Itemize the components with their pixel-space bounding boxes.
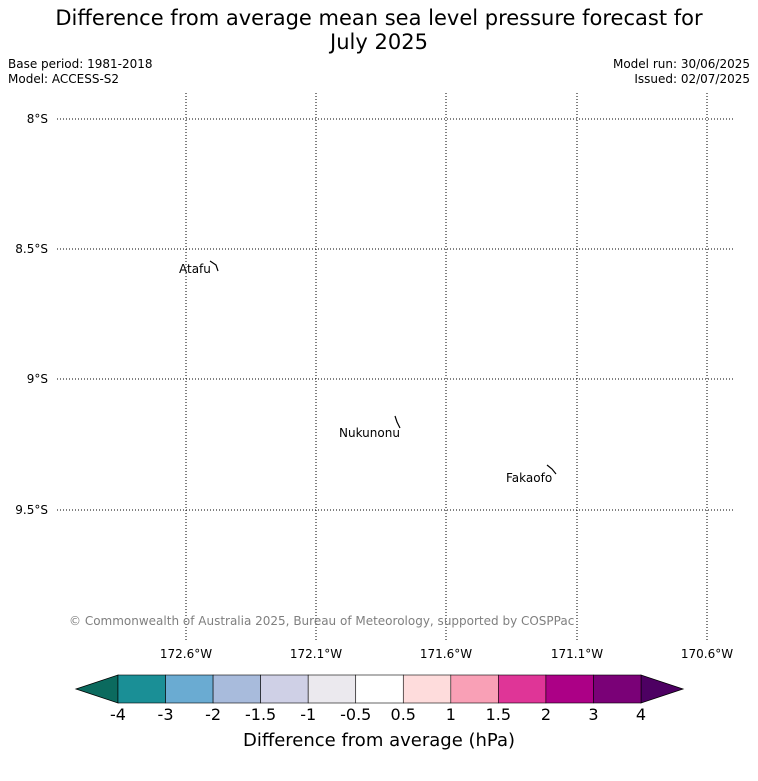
colorbar-segment: [307, 674, 357, 704]
lat-label-8s: 8°S: [26, 112, 48, 126]
colorbar-segment: [593, 674, 642, 704]
model-name: Model: ACCESS-S2: [8, 72, 120, 86]
colorbar-tick-label: 1: [445, 705, 456, 724]
colorbar-tick-label: 2: [540, 705, 551, 724]
colorbar-under-arrow: [74, 674, 119, 704]
colorbar-tick-label: -1: [300, 705, 317, 724]
model-run: Model run: 30/06/2025: [612, 57, 750, 71]
lat-label-9s: 9°S: [26, 372, 48, 386]
colorbar-segment: [450, 674, 499, 704]
colorbar-tick-label: 1.5: [485, 705, 512, 724]
colorbar-segment: [545, 674, 594, 704]
colorbar: [74, 674, 685, 704]
place-atafu: Atafu: [179, 262, 211, 276]
colorbar-segment: [165, 674, 214, 704]
atafu-coastline: [209, 260, 219, 272]
lon-label-170-6w: 170.6°W: [680, 647, 734, 661]
colorbar-tick-label: -1.5: [245, 705, 277, 724]
colorbar-segment: [212, 674, 261, 704]
place-fakaofo: Fakaofo: [506, 471, 553, 485]
fakaofo-coastline: [546, 464, 557, 475]
lon-label-171-6w: 171.6°W: [419, 647, 473, 661]
gridlines: [57, 93, 733, 640]
colorbar-segment: [355, 674, 404, 704]
colorbar-tick-label: 3: [588, 705, 599, 724]
meta-right: Model run: 30/06/2025 Issued: 02/07/2025: [613, 57, 750, 87]
colorbar-over-arrow: [640, 674, 685, 704]
colorbar-segment: [498, 674, 547, 704]
place-nukunonu: Nukunonu: [339, 426, 400, 440]
issued-date: Issued: 02/07/2025: [634, 72, 750, 86]
lon-label-172-1w: 172.1°W: [289, 647, 343, 661]
colorbar-tick-label: 0.5: [390, 705, 416, 724]
colorbar-tick-label: 4: [635, 705, 647, 724]
colorbar-label: Difference from average (hPa): [242, 730, 516, 751]
copyright-notice: © Commonwealth of Australia 2025, Bureau…: [69, 614, 575, 628]
map-title: Difference from average mean sea level p…: [0, 6, 758, 54]
colorbar-segment: [260, 674, 309, 704]
colorbar-tick-label: -2: [205, 705, 222, 724]
base-period: Base period: 1981-2018: [8, 57, 153, 71]
colorbar-segment: [402, 674, 452, 704]
title-line-1: Difference from average mean sea level p…: [55, 6, 703, 30]
title-line-2: July 2025: [330, 30, 428, 54]
lat-label-9-5s: 9.5°S: [15, 503, 48, 517]
colorbar-segment: [117, 674, 166, 704]
lon-label-171-1w: 171.1°W: [550, 647, 604, 661]
lat-label-8-5s: 8.5°S: [15, 242, 48, 256]
meta-left: Base period: 1981-2018 Model: ACCESS-S2: [8, 57, 153, 87]
colorbar-tick-label: -0.5: [340, 705, 372, 724]
coastlines: [209, 260, 557, 475]
colorbar-tick-label: -3: [157, 705, 174, 724]
nukunonu-coastline: [394, 415, 401, 429]
colorbar-tick-label: -4: [110, 705, 126, 724]
lon-label-172-6w: 172.6°W: [159, 647, 213, 661]
